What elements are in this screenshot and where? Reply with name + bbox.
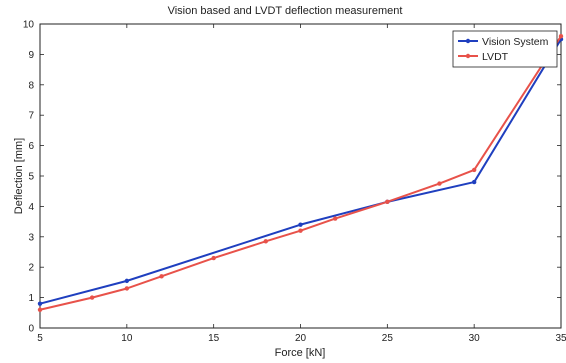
legend-label: LVDT (482, 51, 509, 63)
y-tick-label: 2 (28, 263, 34, 274)
legend-swatch-marker (465, 53, 471, 59)
x-tick-label: 35 (555, 333, 566, 344)
data-point (37, 307, 43, 312)
data-point (558, 33, 564, 39)
data-point (159, 274, 164, 279)
y-tick-label: 8 (28, 80, 34, 91)
data-point (333, 216, 338, 221)
data-point (211, 255, 216, 261)
x-tick-label: 20 (295, 333, 307, 344)
y-tick-label: 3 (28, 232, 34, 243)
data-point (437, 181, 442, 186)
plot-area (39, 23, 562, 329)
y-tick-label: 10 (23, 20, 35, 31)
data-point (263, 239, 268, 244)
y-tick-label: 7 (28, 111, 34, 122)
data-point (124, 278, 130, 284)
data-point (89, 295, 95, 300)
y-tick-label: 6 (28, 141, 34, 152)
data-point (471, 179, 477, 185)
x-tick-label: 10 (121, 333, 133, 344)
legend-box (452, 30, 558, 68)
y-tick-label: 0 (28, 324, 34, 335)
x-tick-label: 30 (469, 333, 481, 344)
legend-label: Vision System (482, 36, 549, 48)
y-tick-label: 9 (28, 50, 34, 61)
x-axis: 5 10 15 20 25 30 35 (37, 24, 566, 344)
y-tick-label: 1 (28, 293, 34, 304)
x-tick-label: 25 (382, 333, 394, 344)
data-point (471, 167, 477, 173)
series-line-0 (39, 38, 562, 305)
data-point (298, 228, 303, 233)
chart-title: Vision based and LVDT deflection measure… (168, 5, 403, 17)
data-point (385, 199, 390, 205)
y-axis-label: Deflection [mm] (13, 138, 25, 214)
y-tick-label: 5 (28, 172, 34, 183)
x-axis-label: Force [kN] (275, 347, 326, 359)
series-line-1 (39, 35, 562, 311)
data-point (37, 301, 43, 306)
y-axis: 0 1 2 3 4 5 6 7 8 9 10 (23, 20, 561, 335)
x-tick-label: 15 (208, 333, 220, 344)
legend-swatch-marker (465, 38, 471, 44)
series-layer (37, 33, 564, 312)
legend: Vision System LVDT (452, 30, 558, 68)
data-point (298, 222, 303, 227)
x-tick-label: 5 (37, 333, 43, 344)
data-point (124, 286, 130, 291)
y-tick-label: 4 (28, 202, 34, 213)
